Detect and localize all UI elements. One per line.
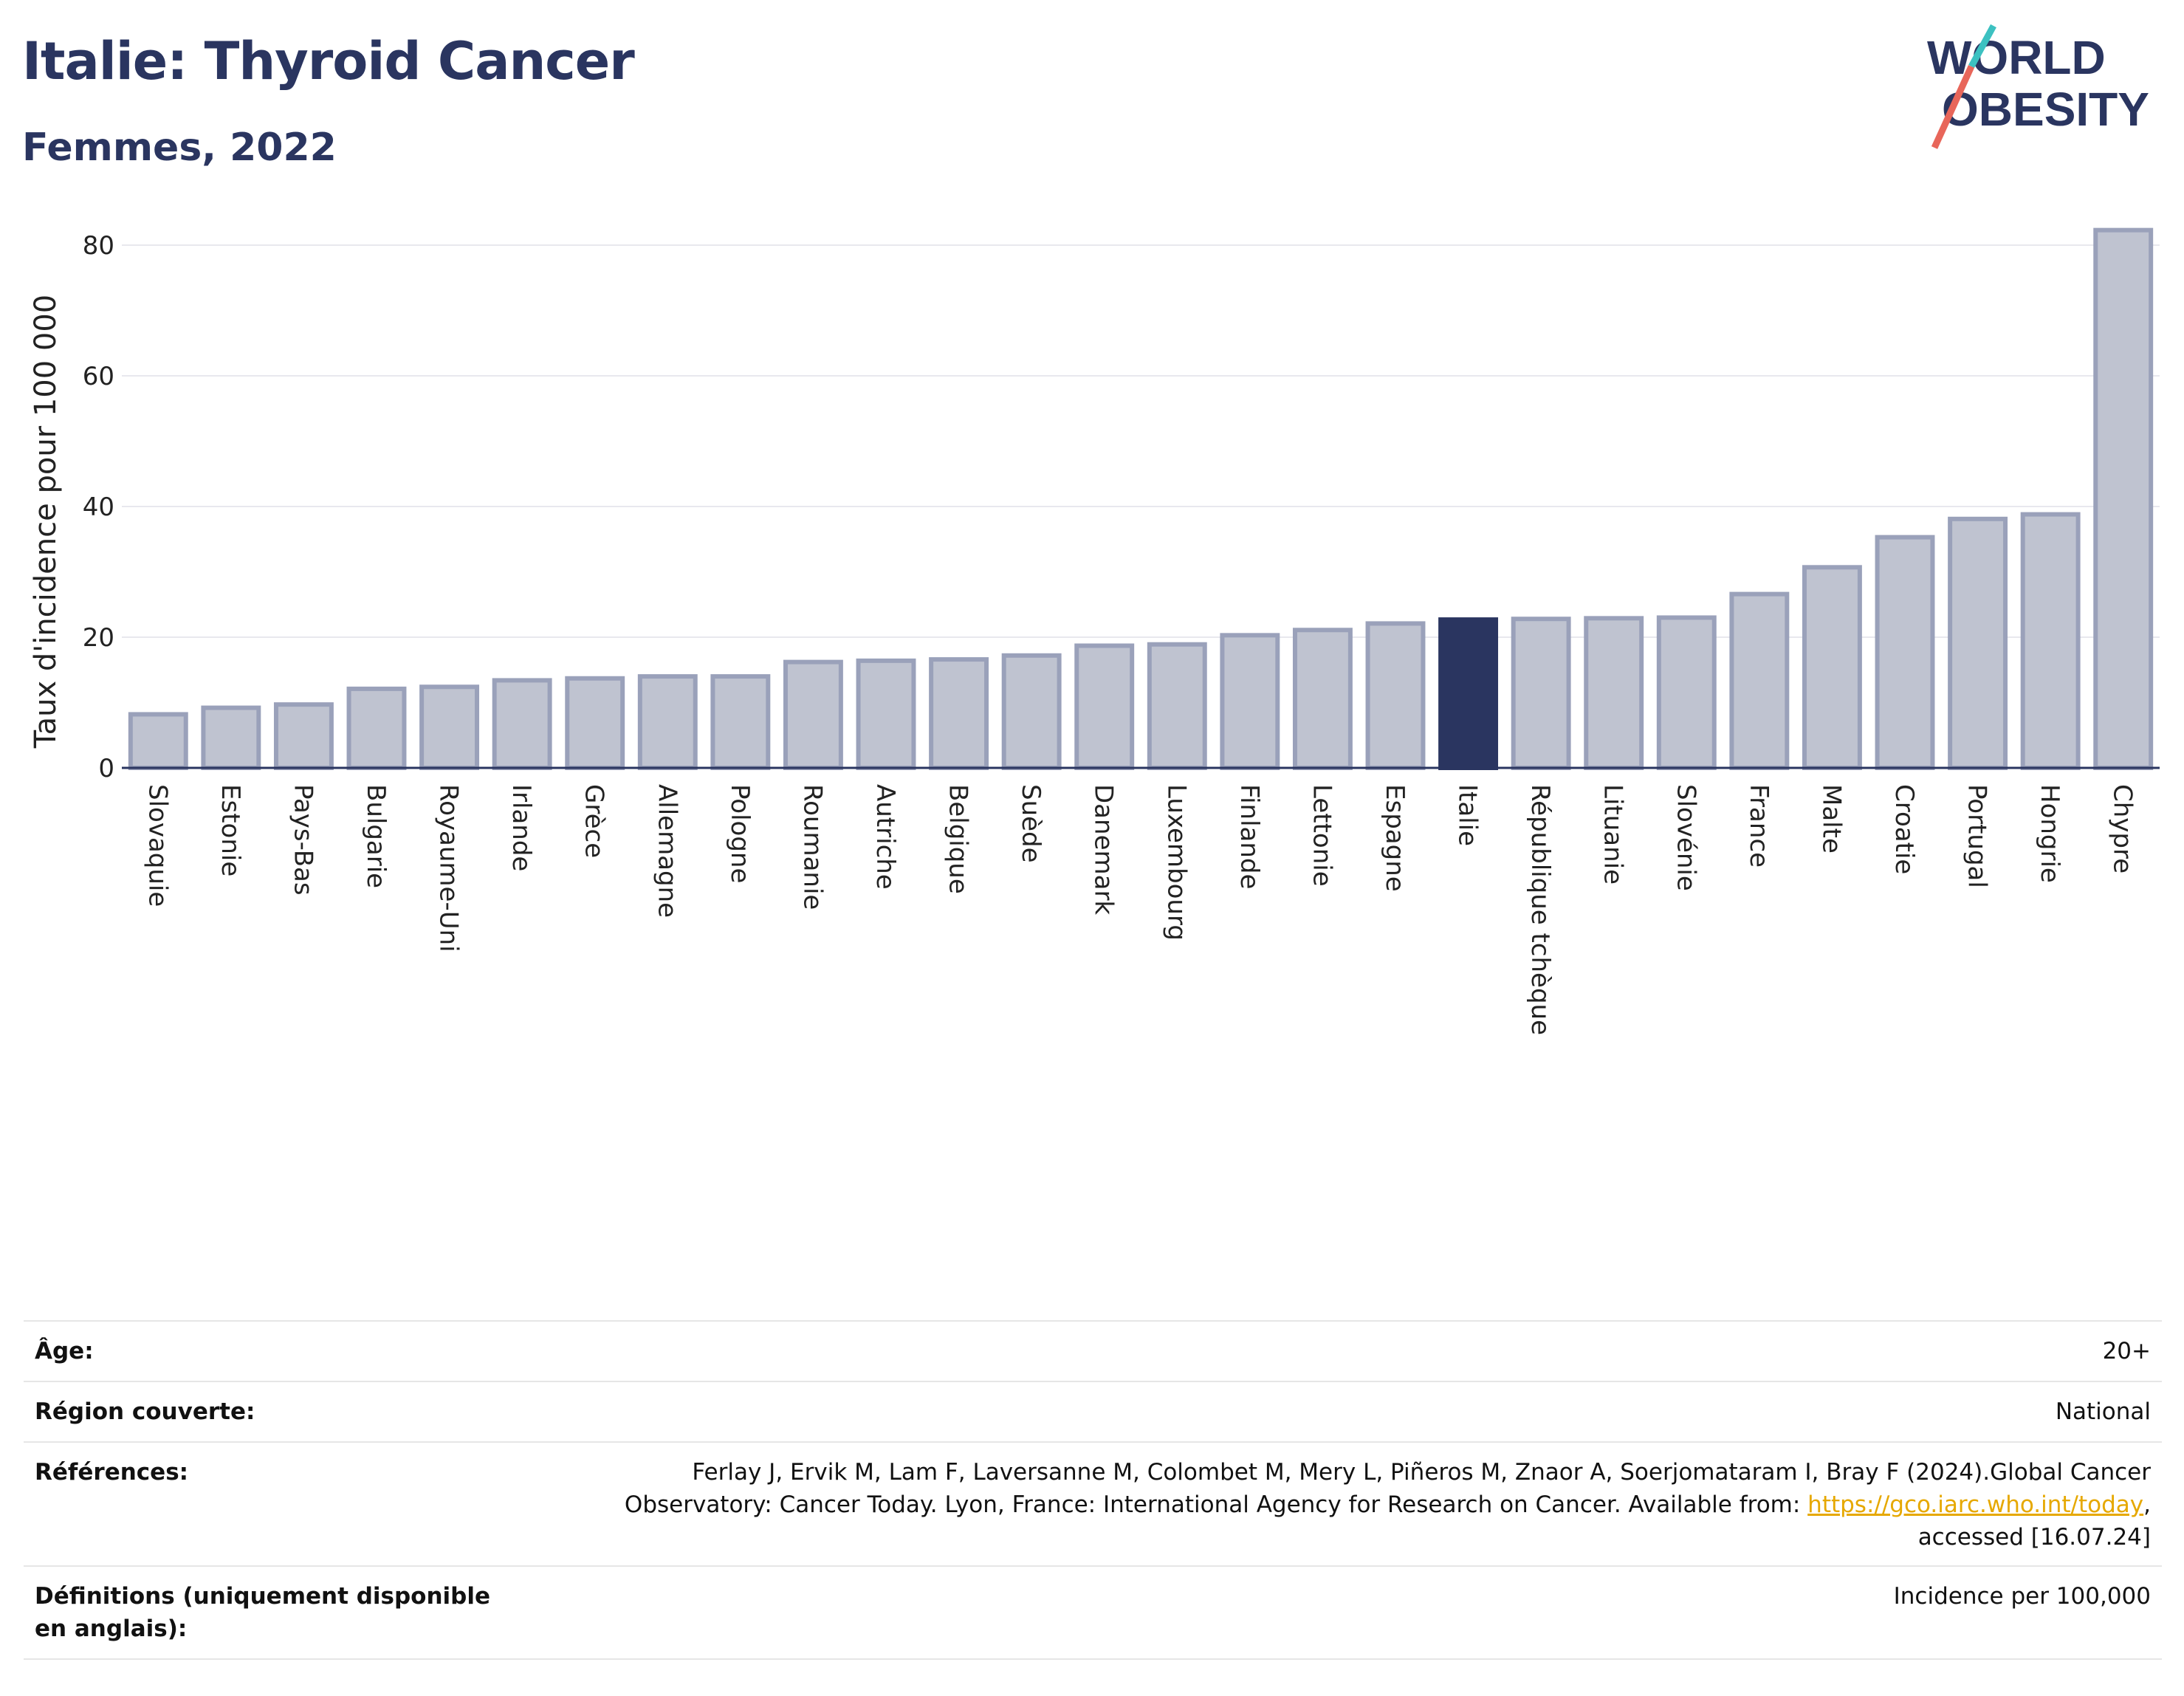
bar-espagne [1365, 621, 1426, 770]
logo-slash-top [1968, 24, 1996, 69]
logo-slash-bottom [1931, 65, 1975, 149]
references-link[interactable]: https://gco.iarc.who.int/today [1807, 1491, 2144, 1518]
bar-hongrie [2020, 512, 2081, 770]
y-tick-label: 0 [98, 754, 114, 783]
bar-allemagne [637, 674, 698, 770]
y-tick-label: 80 [83, 231, 114, 261]
x-tick-label: Suède [1016, 784, 1045, 863]
y-tick-label: 60 [83, 362, 114, 391]
meta-definitions-label: Définitions (uniquement disponible en an… [35, 1583, 491, 1642]
world-obesity-logo: WORLD OBESITY [1927, 24, 2149, 149]
x-tick-label: Estonie [216, 784, 245, 876]
x-tick-label: Roumanie [797, 784, 827, 910]
x-tick-label: Lituanie [1598, 784, 1628, 885]
bar-su-de [1001, 653, 1062, 771]
bar-lituanie [1584, 616, 1644, 771]
x-tick-label: Pays-Bas [288, 784, 317, 896]
x-tick-label: Hongrie [2035, 784, 2064, 883]
meta-references-label: Références: [35, 1459, 189, 1486]
x-tick-label: Grèce [580, 784, 609, 858]
y-tick-label: 40 [83, 492, 114, 522]
bar-roumanie [783, 659, 843, 770]
x-tick-label: Irlande [506, 784, 536, 871]
meta-region-value: National [2055, 1398, 2151, 1425]
bar-gr-ce [565, 676, 625, 771]
x-tick-label: Luxembourg [1161, 784, 1191, 941]
x-tick-label: France [1744, 784, 1773, 868]
x-tick-label: Chypre [2108, 784, 2137, 873]
x-tick-label: Allemagne [652, 784, 681, 918]
references-line-3: accessed [16.07.24] [1917, 1524, 2151, 1551]
bar-autriche [856, 658, 916, 770]
bar-belgique [929, 657, 989, 771]
meta-age-label: Âge: [35, 1338, 94, 1364]
y-tick-label: 20 [83, 623, 114, 653]
x-tick-label: Belgique [944, 784, 973, 894]
x-tick-label: Lettonie [1307, 784, 1336, 887]
x-tick-label: Finlande [1234, 784, 1264, 889]
meta-age-value: 20+ [2102, 1338, 2151, 1364]
x-tick-label: Malte [1816, 784, 1846, 854]
x-tick-label: République tchèque [1525, 784, 1555, 1035]
x-tick-label: Danemark [1089, 784, 1119, 915]
bar-finlande [1220, 633, 1280, 770]
bar-france [1729, 591, 1790, 771]
bar-danemark [1074, 643, 1135, 770]
meta-row-references: Références: Ferlay J, Ervik M, Lam F, La… [24, 1441, 2162, 1567]
bar-slov-nie [1656, 615, 1717, 771]
x-tick-label: Portugal [1962, 784, 1992, 888]
bar-chart: 0 20 40 60 80 Taux d'incidence pour 100 000 Sl… [29, 227, 2160, 1035]
svg-text:WORLD: WORLD [1927, 31, 2106, 84]
bar-pologne [710, 674, 771, 770]
bar-bulgarie [346, 686, 407, 770]
meta-row-definitions: Définitions (uniquement disponible en an… [24, 1565, 2162, 1660]
page-title: Italie: Thyroid Cancer [22, 31, 635, 92]
y-axis-label: Taux d'incidence pour 100 000 [29, 295, 63, 749]
references-line-2: Observatory: Cancer Today. Lyon, France:… [624, 1491, 2151, 1518]
meta-region-label: Région couverte: [35, 1398, 255, 1425]
axes: 0 20 40 60 80 Taux d'incidence pour 100 000 Sl… [29, 231, 2160, 1035]
bar-royaume-uni [419, 684, 480, 771]
bar-pays-bas [273, 702, 334, 771]
bar-croatie [1875, 535, 1935, 770]
bar-lettonie [1292, 628, 1353, 771]
bar-italie [1438, 617, 1499, 770]
bar-portugal [1948, 516, 2008, 770]
meta-row-age: Âge: 20+ [24, 1320, 2162, 1382]
meta-references-value: Ferlay J, Ervik M, Lam F, Laversanne M, … [600, 1456, 2151, 1553]
x-tick-label: Autriche [870, 784, 900, 890]
references-line-2-text: Observatory: Cancer Today. Lyon, France:… [624, 1491, 1801, 1518]
bars [128, 227, 2154, 771]
x-tick-label: Italie [1453, 784, 1483, 846]
meta-definitions-value: Incidence per 100,000 [1893, 1583, 2151, 1610]
x-tick-label: Slovénie [1671, 784, 1700, 891]
page-subtitle: Femmes, 2022 [22, 126, 337, 170]
bar-malte [1802, 565, 1862, 770]
x-tick-label: Slovaquie [142, 784, 172, 907]
bar-estonie [201, 705, 261, 771]
svg-text:OBESITY: OBESITY [1942, 83, 2149, 136]
x-tick-label: Bulgarie [361, 784, 391, 888]
bar-slovaquie [128, 712, 188, 770]
bar-chypre [2093, 227, 2154, 770]
bar-irlande [492, 678, 552, 770]
x-tick-label: Royaume-Uni [434, 784, 464, 952]
meta-row-region: Région couverte: National [24, 1381, 2162, 1443]
x-tick-label: Espagne [1380, 784, 1409, 892]
bar-r-publique-tch-que [1511, 617, 1571, 770]
references-line-1: Ferlay J, Ervik M, Lam F, Laversanne M, … [692, 1459, 2151, 1486]
bar-luxembourg [1147, 642, 1207, 770]
x-tick-label: Pologne [725, 784, 755, 883]
x-tick-label: Croatie [1889, 784, 1919, 874]
